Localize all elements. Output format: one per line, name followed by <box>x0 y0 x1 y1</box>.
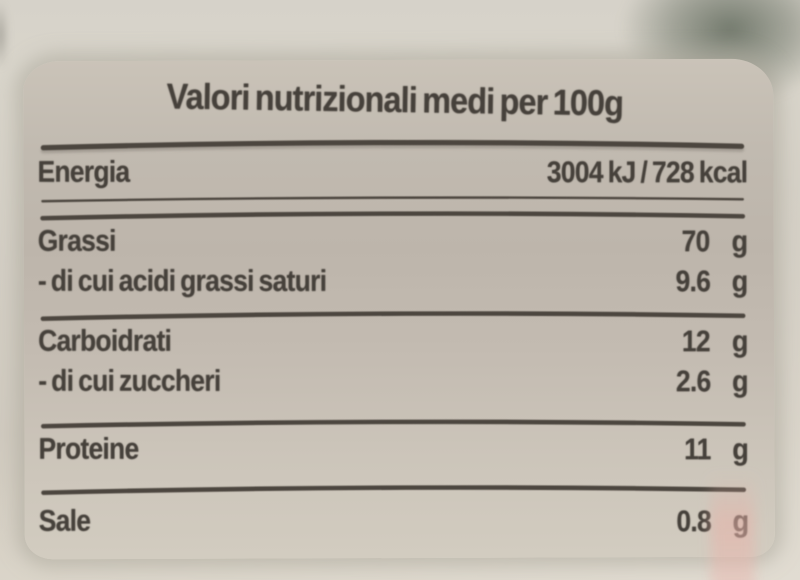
row-unit: g <box>731 225 748 259</box>
separator-rule-thick <box>40 211 746 221</box>
row-unit: g <box>732 433 749 467</box>
row-value: 11 <box>683 433 711 467</box>
row-label: Grassi <box>37 224 116 258</box>
label-title: Valori nutrizionali medi per 100g <box>73 73 718 127</box>
nutrition-row-energia: Energia 3004 kJ / 728 kcal <box>38 153 748 194</box>
nutrition-row-grassi: Grassi 70 g <box>38 222 748 263</box>
row-unit: g <box>732 325 749 359</box>
row-unit: g <box>732 265 748 299</box>
row-label: - di cui acidi grassi saturi <box>37 264 327 298</box>
separator-rule-thick <box>41 485 747 496</box>
row-value: 9.6 <box>675 265 710 299</box>
row-label: - di cui zuccheri <box>38 364 221 398</box>
row-label: Sale <box>38 504 91 538</box>
separator-rule-thick <box>40 311 746 322</box>
separator-rule-thin <box>41 196 744 203</box>
nutrition-row-grassi-saturi: - di cui acidi grassi saturi 9.6 g <box>38 262 748 303</box>
nutrition-row-sale: Sale 0.8 g <box>39 502 749 543</box>
row-value: 0.8 <box>676 505 711 539</box>
nutrition-table: Valori nutrizionali medi per 100g Energi… <box>23 75 775 578</box>
row-value: 12 <box>682 325 711 359</box>
separator-rule-thick <box>40 419 746 429</box>
row-value: 3004 kJ / 728 kcal <box>547 156 748 190</box>
row-value: 70 <box>681 225 710 259</box>
nutrition-row-carboidrati: Carboidrati 12 g <box>38 322 748 363</box>
row-label: Energia <box>37 155 130 189</box>
row-unit: g <box>732 365 749 399</box>
title-separator-rule <box>40 139 745 151</box>
row-value: 2.6 <box>675 365 711 399</box>
nutrition-label-card: Valori nutrizionali medi per 100g Energi… <box>23 58 775 580</box>
row-label: Proteine <box>38 432 139 466</box>
pink-reflection <box>710 473 756 580</box>
row-label: Carboidrati <box>38 324 172 358</box>
nutrition-row-proteine: Proteine 11 g <box>38 430 748 471</box>
photo-edge-shadow <box>0 0 8 70</box>
label-title-text: Valori nutrizionali medi per 100g <box>166 75 624 124</box>
nutrition-row-zuccheri: - di cui zuccheri 2.6 g <box>38 362 748 403</box>
